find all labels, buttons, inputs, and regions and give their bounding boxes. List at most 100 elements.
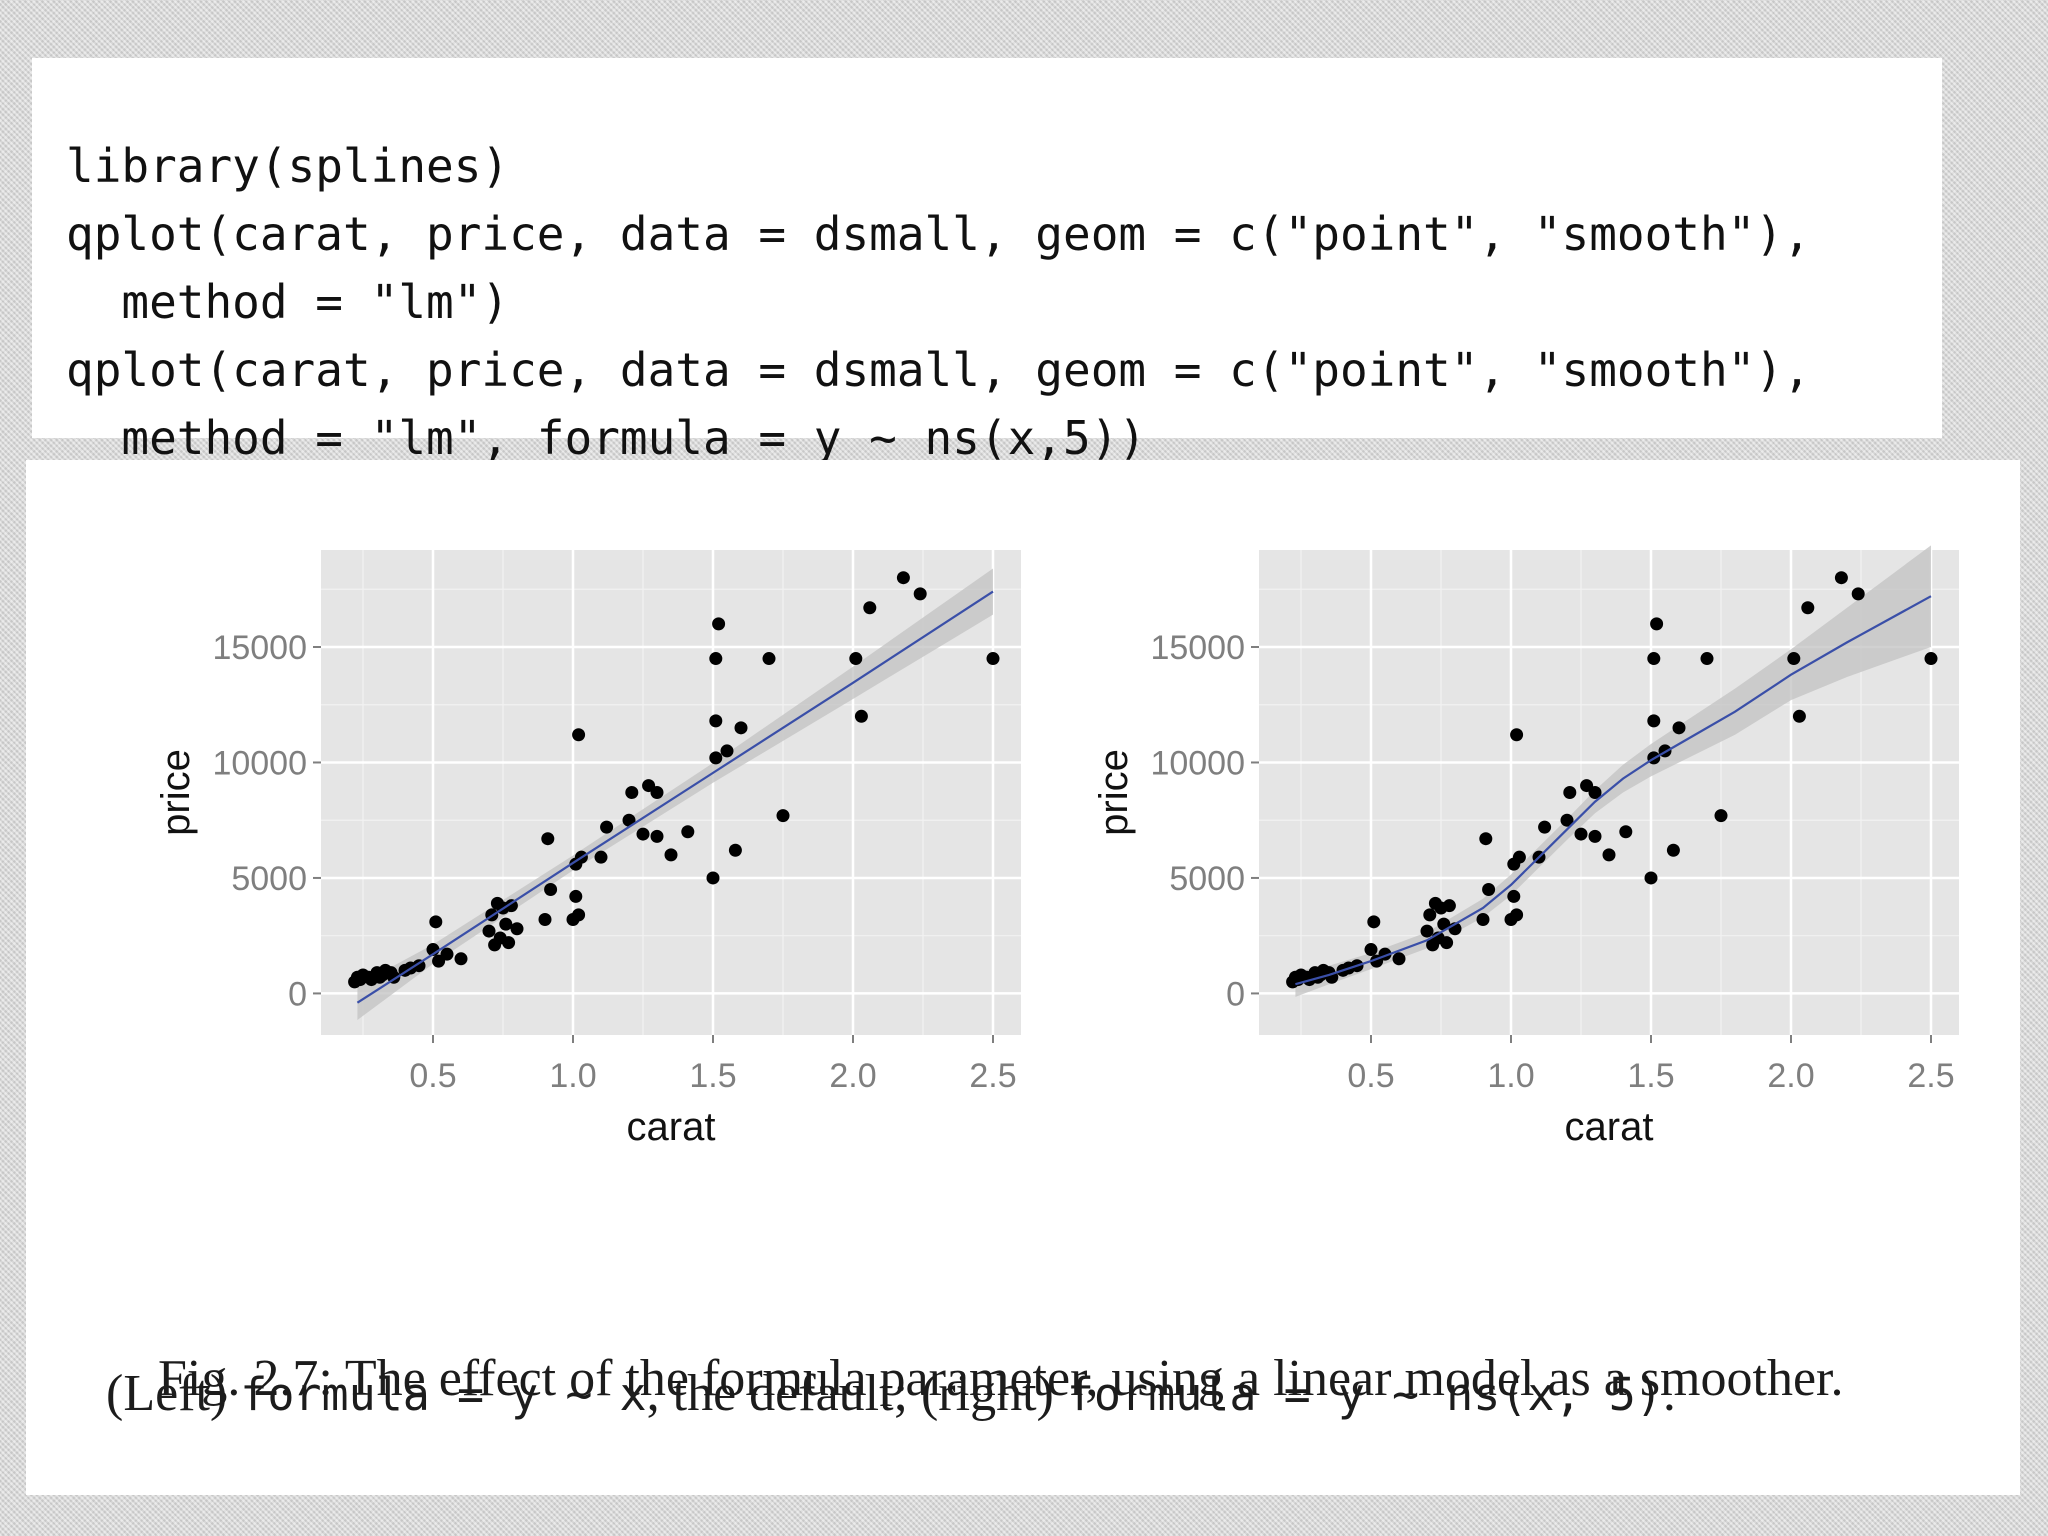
x-tick-label: 1.5 [689, 1057, 736, 1095]
data-point [1392, 952, 1406, 966]
data-point [681, 825, 695, 839]
data-point [1602, 848, 1616, 862]
data-point [650, 829, 664, 843]
data-point [1644, 871, 1658, 885]
data-point [510, 922, 524, 936]
data-point [541, 832, 555, 846]
x-tick-label: 1.0 [549, 1057, 596, 1095]
data-point [1851, 587, 1865, 601]
data-point [728, 843, 742, 857]
code-block: library(splines) qplot(carat, price, dat… [32, 58, 1942, 465]
caption-line-2: (Left) formula = y ~ x, the default; (ri… [106, 1364, 1986, 1423]
data-point [1700, 652, 1714, 666]
y-axis-title: price [154, 749, 198, 836]
data-point [594, 850, 608, 864]
data-point [709, 652, 723, 666]
data-point [896, 571, 910, 585]
x-tick-label: 2.0 [829, 1057, 876, 1095]
x-tick-label: 0.5 [409, 1057, 456, 1095]
data-point [734, 721, 748, 735]
caption-default-text: , the default; (right) [646, 1365, 1067, 1422]
data-point [1792, 709, 1806, 723]
data-point [429, 915, 443, 929]
caption-period: . [1662, 1365, 1676, 1422]
data-point [706, 871, 720, 885]
data-point [572, 728, 586, 742]
y-tick-label: 15000 [212, 629, 307, 667]
smooth-line [1295, 595, 1932, 986]
data-point [1647, 652, 1661, 666]
data-point [544, 883, 558, 896]
data-point [986, 652, 1000, 666]
data-point [709, 714, 723, 728]
data-point [1512, 850, 1526, 864]
data-point [1801, 601, 1815, 615]
code-line-3: method = "lm") [66, 275, 510, 329]
data-point [709, 751, 723, 765]
caption-formula-left: formula = y ~ x [240, 1368, 647, 1421]
data-point [1482, 883, 1496, 896]
data-point [1442, 899, 1456, 913]
caption-left-label: (Left) [106, 1365, 241, 1422]
data-point [1588, 786, 1602, 799]
data-point [1507, 889, 1521, 903]
chart-right: 0.5 1.0 1.5 2.0 2.5 0 5000 10000 15000 carat price [1092, 545, 1959, 1149]
data-point [504, 899, 518, 913]
data-point [720, 744, 734, 758]
x-axis-title: carat [627, 1105, 716, 1149]
data-point [538, 913, 552, 927]
data-point [776, 809, 790, 823]
data-point [1440, 936, 1454, 950]
data-point [440, 947, 454, 961]
data-point [1574, 827, 1588, 841]
y-tick-label: 15000 [1150, 629, 1245, 667]
data-point [1476, 913, 1490, 927]
code-line-4: qplot(carat, price, data = dsmall, geom … [66, 343, 1811, 397]
data-point [636, 827, 650, 841]
data-point [1437, 917, 1451, 931]
data-point [1647, 714, 1661, 728]
x-tick-label: 1.0 [1487, 1057, 1534, 1095]
data-point [1650, 617, 1664, 631]
data-point [1666, 843, 1680, 857]
data-point [1563, 786, 1577, 799]
data-point [1714, 809, 1728, 823]
data-point [1367, 915, 1381, 929]
data-point [1834, 571, 1848, 585]
code-line-1: library(splines) [66, 139, 510, 193]
data-point [1423, 908, 1437, 922]
data-point [1924, 652, 1938, 666]
data-point [1510, 908, 1524, 922]
smooth-line [356, 590, 994, 1004]
data-point [1588, 829, 1602, 843]
figure: 0.5 1.0 1.5 2.0 2.5 0 5000 10000 15000 carat price… [26, 460, 2020, 1495]
data-point [622, 813, 636, 827]
y-tick-label: 10000 [1150, 744, 1245, 782]
code-line-2: qplot(carat, price, data = dsmall, geom … [66, 207, 1811, 261]
data-point [849, 652, 863, 666]
data-point [1479, 832, 1493, 846]
data-point [1510, 728, 1524, 742]
data-point [712, 617, 726, 631]
data-point [762, 652, 776, 666]
data-point [600, 820, 614, 834]
y-tick-label: 0 [288, 975, 307, 1013]
y-tick-label: 0 [1226, 975, 1245, 1013]
x-tick-label: 1.5 [1627, 1057, 1674, 1095]
data-point [664, 848, 678, 862]
data-point [572, 908, 586, 922]
caption-text: Fig. 2.7: The effect of the formula para… [158, 1350, 1844, 1407]
data-point [569, 889, 583, 903]
data-point [412, 959, 426, 973]
data-point [650, 786, 664, 799]
caption-line-1: Fig. 2.7: The effect of the formula para… [106, 1290, 1986, 1467]
y-tick-label: 5000 [1169, 860, 1245, 898]
data-point [1672, 721, 1686, 735]
code-line-5: method = "lm", formula = y ~ ns(x,5)) [66, 411, 1147, 465]
data-point [625, 786, 639, 799]
data-point [854, 709, 868, 723]
chart-left: 0.5 1.0 1.5 2.0 2.5 0 5000 10000 15000 carat price [154, 550, 1021, 1149]
data-point [1787, 652, 1801, 666]
data-point [1560, 813, 1574, 827]
x-tick-label: 2.5 [969, 1057, 1016, 1095]
